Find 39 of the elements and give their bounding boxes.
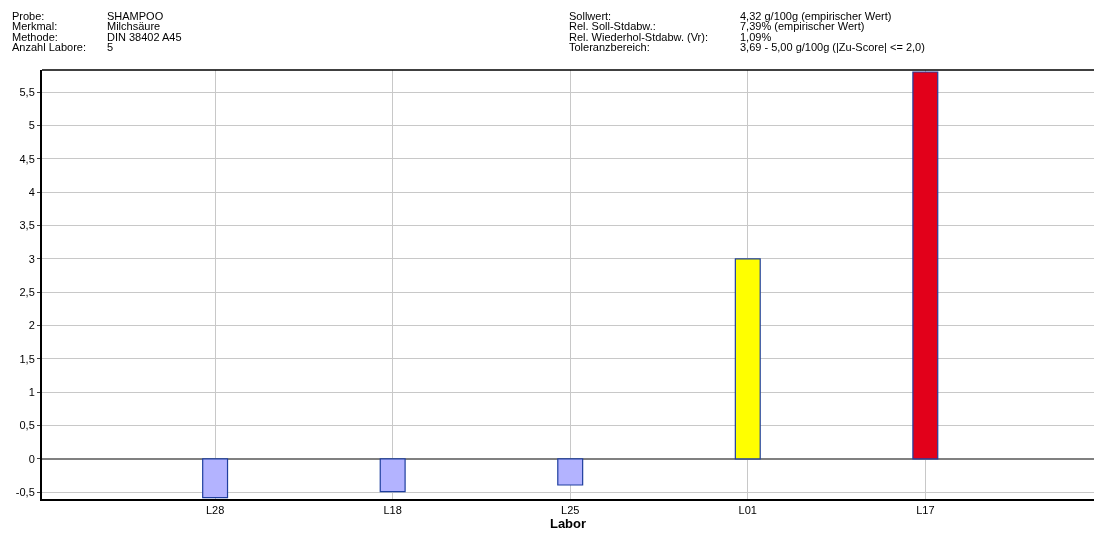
- text: 4,32 g/100g (empirischer Wert): [740, 10, 892, 22]
- text: Sollwert:: [569, 10, 612, 22]
- y-tick-label: 3: [28, 252, 35, 265]
- y-tick-label: 0,5: [19, 419, 35, 432]
- y-tick-label: 3,5: [19, 219, 35, 232]
- x-tick-label: L28: [205, 504, 225, 517]
- y-tick-label: 4: [28, 185, 35, 198]
- x-tick-label: L01: [738, 504, 757, 517]
- bar: [912, 71, 939, 460]
- bar: [379, 458, 406, 493]
- x-tick-label: L25: [561, 504, 580, 517]
- y-tick-label: 1: [28, 386, 35, 399]
- bar: [734, 258, 761, 460]
- y-tick-label: -0,5: [15, 486, 35, 499]
- y-tick-label: 2: [28, 319, 35, 332]
- y-tick-label: 1,5: [19, 352, 35, 365]
- text: 3,69 - 5,00 g/100g (|Zu-Score| <= 2,0): [740, 41, 925, 53]
- text: Rel. Soll-Stdabw.:: [569, 20, 656, 32]
- y-tick-label: 5: [28, 119, 35, 132]
- bar: [557, 458, 584, 486]
- bar: [202, 458, 229, 499]
- text: DIN 38402 A45: [107, 31, 182, 43]
- y-tick-label: 4,5: [19, 152, 35, 165]
- text: Milchsäure: [107, 20, 161, 32]
- text: SHAMPOO: [107, 10, 164, 22]
- text: Toleranzbereich:: [569, 41, 650, 53]
- x-tick-label: L18: [383, 504, 402, 517]
- text: 1,09%: [740, 31, 772, 43]
- x-tick-label: L17: [916, 504, 935, 517]
- text: Anzahl Labore:: [12, 41, 86, 53]
- y-tick-label: 2,5: [19, 286, 35, 299]
- text: 5: [107, 41, 114, 53]
- y-tick-label: 5,5: [19, 85, 35, 98]
- text: Rel. Wiederhol-Stdabw. (Vr):: [569, 31, 708, 43]
- text: Merkmal:: [12, 20, 58, 32]
- text: Probe:: [12, 10, 45, 22]
- x-axis-title: Labor: [549, 516, 587, 532]
- y-tick-label: 0: [28, 452, 35, 465]
- text: Methode:: [12, 31, 58, 43]
